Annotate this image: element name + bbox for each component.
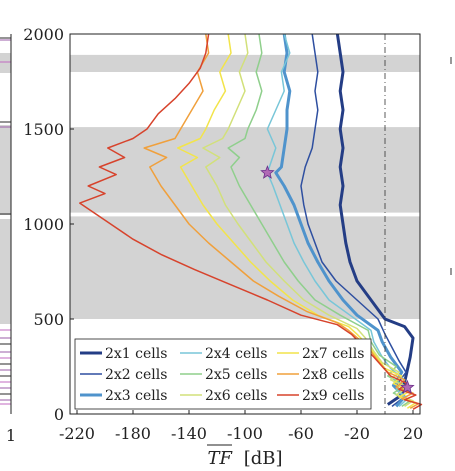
y-tick-label: 500	[33, 310, 64, 329]
legend-label-3: 2x3 cells	[105, 388, 167, 404]
legend-label-8: 2x8 cells	[302, 367, 364, 383]
series-line-9	[79, 33, 423, 410]
x-tick-label: -100	[227, 424, 263, 443]
star-marker-1	[260, 165, 275, 179]
legend-label-7: 2x7 cells	[302, 346, 364, 362]
x-tick-label: -220	[59, 424, 95, 443]
x-tick-label: -180	[115, 424, 151, 443]
legend-label-4: 2x4 cells	[205, 346, 267, 362]
y-tick-label: 0	[54, 405, 64, 424]
y-axis-ticks: 0 500 1000 1500 2000	[23, 25, 74, 424]
markers	[260, 165, 415, 394]
legend-label-5: 2x5 cells	[205, 367, 267, 383]
legend-label-9: 2x9 cells	[302, 388, 364, 404]
stopband	[70, 127, 420, 213]
left-panel-tick-label: 1	[6, 426, 16, 445]
legend-label-2: 2x2 cells	[105, 367, 167, 383]
x-tick-label: -20	[344, 424, 370, 443]
x-axis-label: TF [dB]	[207, 448, 282, 469]
left-panel-fragment: 1	[0, 34, 16, 445]
left-panel-stopband	[0, 53, 11, 73]
left-panel-lines	[0, 34, 12, 414]
star-marker-2	[400, 379, 415, 394]
series-line-2	[300, 33, 407, 407]
series-line-7	[177, 33, 417, 409]
x-tick-label: 20	[403, 424, 423, 443]
left-panel-stopband	[0, 125, 11, 215]
x-axis-label-symbol: TF	[207, 448, 233, 469]
legend-label-6: 2x6 cells	[205, 388, 267, 404]
x-axis-ticks: -220 -180 -140 -100 -60 -20 20	[59, 410, 423, 443]
series-line-3	[274, 33, 407, 408]
y-tick-label: 1000	[23, 215, 64, 234]
series-line-1	[335, 33, 415, 406]
y-tick-label: 2000	[23, 25, 64, 44]
series-lines	[79, 33, 423, 410]
y-tick-label: 1500	[23, 120, 64, 139]
legend-label-1: 2x1 cells	[105, 346, 167, 362]
x-tick-label: -140	[171, 424, 207, 443]
x-tick-label: -60	[288, 424, 314, 443]
legend: 2x1 cells 2x2 cells 2x3 cells 2x4 cells 2x5 …	[74, 338, 372, 410]
stopband	[70, 54, 420, 72]
legend-box	[74, 338, 372, 410]
left-panel-stopband	[0, 219, 11, 324]
x-axis-label-unit: [dB]	[244, 448, 283, 469]
